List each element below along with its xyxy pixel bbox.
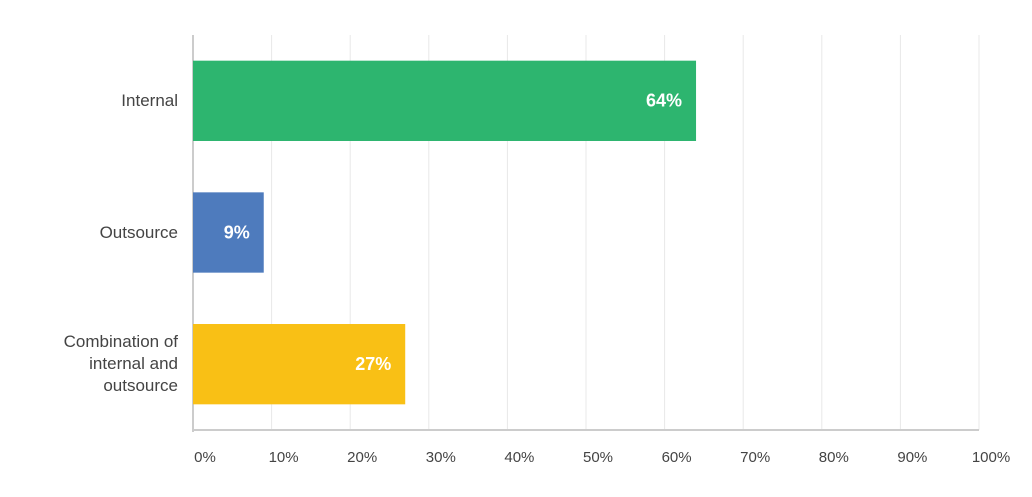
y-tick-label: Internal	[121, 90, 178, 110]
value-label: 27%	[355, 354, 391, 374]
x-tick-label: 0%	[194, 449, 216, 466]
x-tick-label: 90%	[897, 449, 927, 466]
bar	[193, 60, 697, 141]
bar	[193, 324, 406, 405]
value-label: 64%	[646, 91, 682, 111]
x-tick-label: 50%	[583, 449, 613, 466]
x-tick-label: 10%	[269, 449, 299, 466]
x-tick-label: 40%	[504, 449, 534, 466]
x-tick-label: 60%	[662, 449, 692, 466]
x-tick-label: 80%	[819, 449, 849, 466]
y-tick-label: Combination of internal and outsource	[63, 332, 178, 396]
y-tick-label: Outsource	[99, 222, 178, 242]
x-tick-label: 30%	[426, 449, 456, 466]
x-tick-label: 20%	[347, 449, 377, 466]
bar	[193, 192, 264, 273]
x-tick-label: 100%	[972, 449, 1010, 466]
x-tick-label: 70%	[740, 449, 770, 466]
value-label: 9%	[224, 222, 250, 242]
